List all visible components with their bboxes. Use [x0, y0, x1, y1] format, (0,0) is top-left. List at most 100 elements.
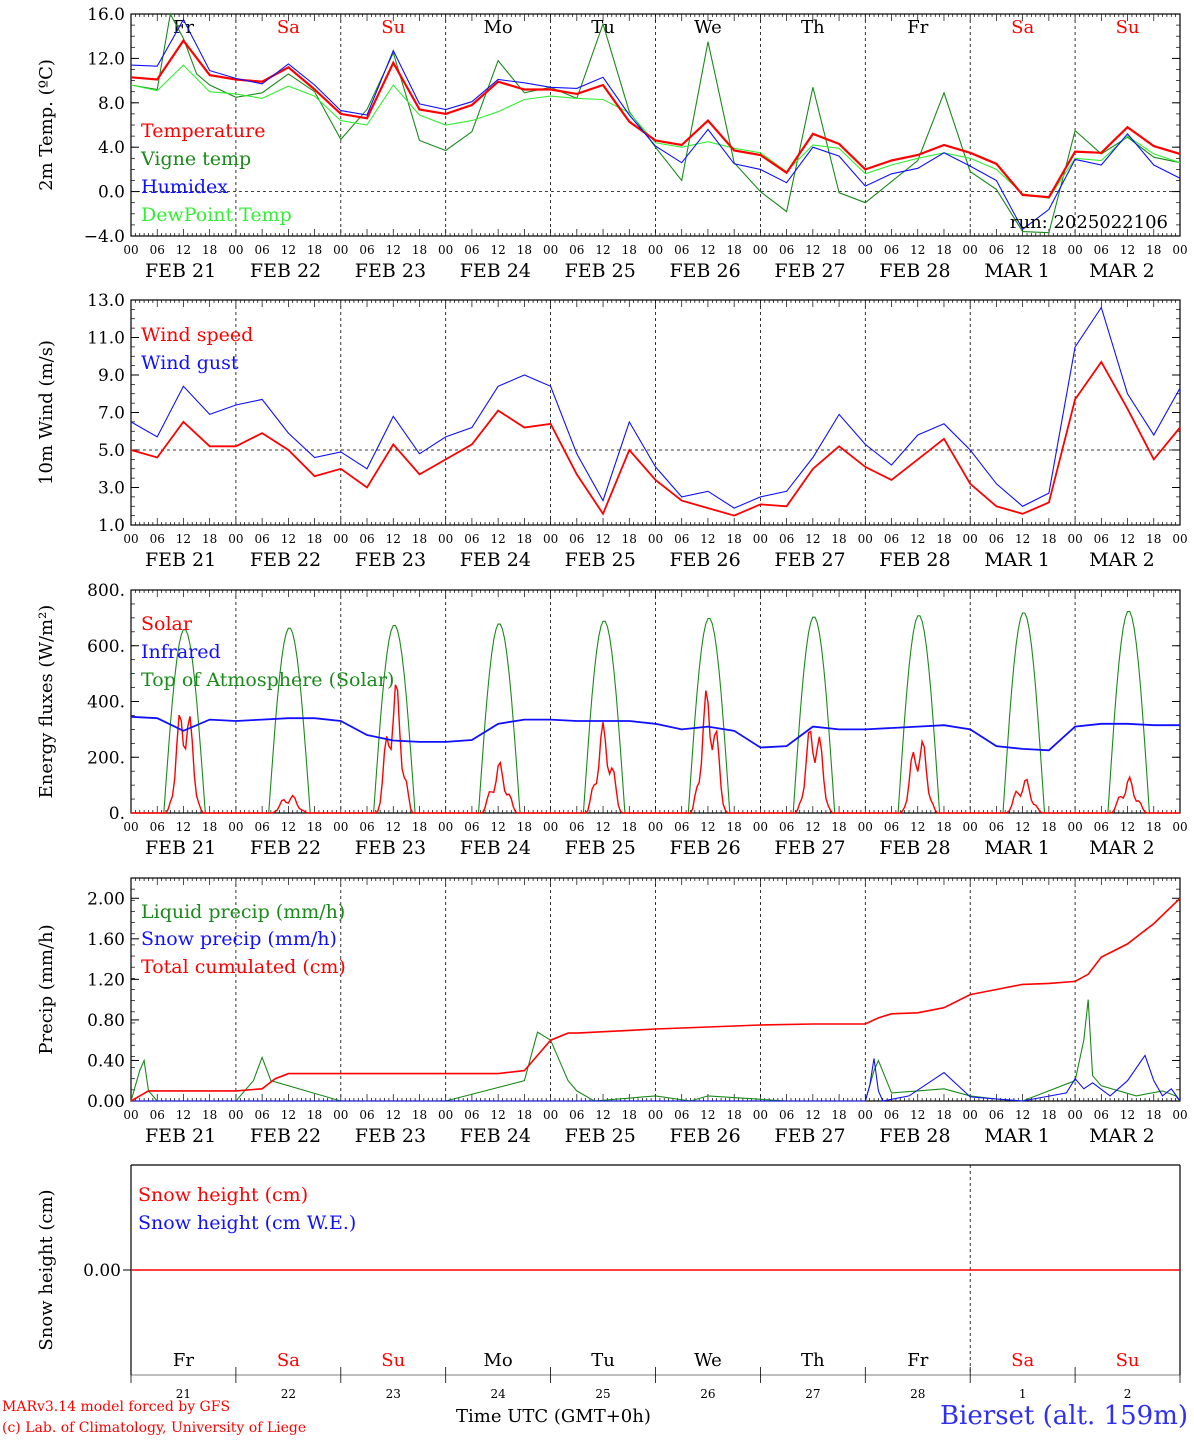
hour-tick-label: 00	[1067, 243, 1082, 257]
y-tick-label: 7.0	[98, 404, 125, 424]
hour-tick-label: 00	[858, 820, 873, 834]
hour-tick-label: 06	[1094, 820, 1109, 834]
series-humidex	[130, 18, 1181, 231]
hour-tick-label: 06	[1094, 243, 1109, 257]
hour-tick-label: 00	[438, 1108, 453, 1122]
date-label: FEB 26	[670, 549, 741, 571]
hour-tick-label: 18	[936, 820, 951, 834]
hour-tick-label: 12	[805, 1108, 820, 1122]
hour-tick-label: 06	[254, 820, 269, 834]
y-tick-label: 3.0	[98, 479, 125, 499]
hour-tick-label: 18	[831, 243, 846, 257]
hour-tick-label: 00	[753, 243, 768, 257]
hour-tick-label: 06	[884, 1108, 899, 1122]
hour-tick-label: 12	[700, 1108, 715, 1122]
hour-tick-label: 12	[595, 820, 610, 834]
hour-tick-label: 06	[150, 1108, 165, 1122]
solar-day	[1075, 775, 1180, 814]
hour-tick-label: 00	[123, 532, 138, 546]
date-label: FEB 23	[355, 1125, 426, 1147]
legend-solar: Solar	[141, 613, 193, 635]
hour-tick-label: 18	[307, 243, 322, 257]
day-number-label: 27	[805, 1387, 820, 1401]
date-label: FEB 27	[774, 837, 845, 859]
hour-tick-label: 00	[228, 1108, 243, 1122]
hour-tick-label: 18	[412, 243, 427, 257]
hour-tick-label: 12	[910, 1108, 925, 1122]
date-label: FEB 22	[250, 1125, 321, 1147]
y-tick-label: 0.	[109, 804, 125, 824]
y-tick-label: 600.	[87, 637, 125, 657]
hour-tick-label: 18	[622, 820, 637, 834]
y-tick-label: 9.0	[98, 366, 125, 386]
weekday-label: Th	[801, 17, 825, 38]
hour-tick-label: 12	[176, 243, 191, 257]
snow-axis-label: Snow height (cm)	[36, 1189, 57, 1350]
legend-top-of-atmosphere-solar: Top of Atmosphere (Solar)	[141, 669, 394, 691]
hour-tick-label: 18	[727, 532, 742, 546]
toa-solar-day	[970, 612, 1076, 814]
hour-tick-label: 12	[386, 243, 401, 257]
toa-solar-day	[865, 615, 971, 814]
date-label: FEB 26	[670, 837, 741, 859]
hour-tick-label: 12	[805, 532, 820, 546]
hour-tick-label: 06	[779, 243, 794, 257]
hour-tick-label: 12	[491, 1108, 506, 1122]
hour-tick-label: 12	[1015, 243, 1030, 257]
weekday-label: We	[694, 17, 722, 38]
hour-tick-label: 00	[648, 243, 663, 257]
hour-tick-label: 06	[674, 532, 689, 546]
legend-wind-speed: Wind speed	[141, 324, 253, 346]
date-label: FEB 21	[145, 260, 216, 282]
y-tick-label: 8.0	[98, 94, 125, 114]
hour-tick-label: 18	[1146, 820, 1161, 834]
solar-day	[550, 722, 656, 814]
date-label: FEB 26	[670, 1125, 741, 1147]
hour-tick-label: 12	[1120, 1108, 1135, 1122]
hour-tick-label: 12	[491, 532, 506, 546]
weekday-label: We	[694, 1350, 722, 1371]
hour-tick-label: 06	[779, 532, 794, 546]
hour-tick-label: 18	[202, 532, 217, 546]
hour-tick-label: 12	[1015, 532, 1030, 546]
hour-tick-label: 12	[281, 243, 296, 257]
hour-tick-label: 00	[543, 532, 558, 546]
hour-tick-label: 06	[779, 1108, 794, 1122]
weekday-label: Fr	[173, 17, 194, 38]
hour-tick-label: 12	[700, 820, 715, 834]
hour-tick-label: 00	[333, 532, 348, 546]
hour-tick-label: 18	[202, 1108, 217, 1122]
hour-tick-label: 00	[648, 820, 663, 834]
hour-tick-label: 12	[910, 532, 925, 546]
y-tick-label: 16.0	[87, 5, 125, 25]
hour-tick-label: 00	[648, 1108, 663, 1122]
hour-tick-label: 06	[674, 820, 689, 834]
date-label: FEB 25	[565, 549, 636, 571]
hour-tick-label: 06	[674, 243, 689, 257]
hour-tick-label: 12	[176, 1108, 191, 1122]
hour-tick-label: 18	[936, 1108, 951, 1122]
toa-solar-day	[760, 616, 866, 814]
y-tick-label: 800.	[87, 581, 125, 601]
hour-tick-label: 06	[254, 243, 269, 257]
hour-tick-label: 12	[595, 532, 610, 546]
hour-tick-label: 12	[1015, 820, 1030, 834]
y-tick-label: 12.0	[87, 49, 125, 69]
series-vigne-temp	[130, 12, 1181, 234]
hour-tick-label: 00	[543, 243, 558, 257]
date-label: FEB 24	[460, 260, 531, 282]
hour-tick-label: 18	[1146, 243, 1161, 257]
hour-tick-label: 12	[386, 1108, 401, 1122]
date-label: FEB 23	[355, 549, 426, 571]
hour-tick-label: 18	[831, 532, 846, 546]
legend-snow-height-we: Snow height (cm W.E.)	[138, 1212, 356, 1234]
hour-tick-label: 18	[1041, 1108, 1056, 1122]
weekday-label: Su	[381, 1350, 405, 1371]
toa-solar-day	[445, 623, 551, 814]
weekday-label: Tu	[591, 1350, 615, 1371]
hour-tick-label: 12	[805, 820, 820, 834]
legend-temperature: Temperature	[141, 120, 265, 142]
hour-tick-label: 18	[1146, 1108, 1161, 1122]
hour-tick-label: 06	[569, 532, 584, 546]
